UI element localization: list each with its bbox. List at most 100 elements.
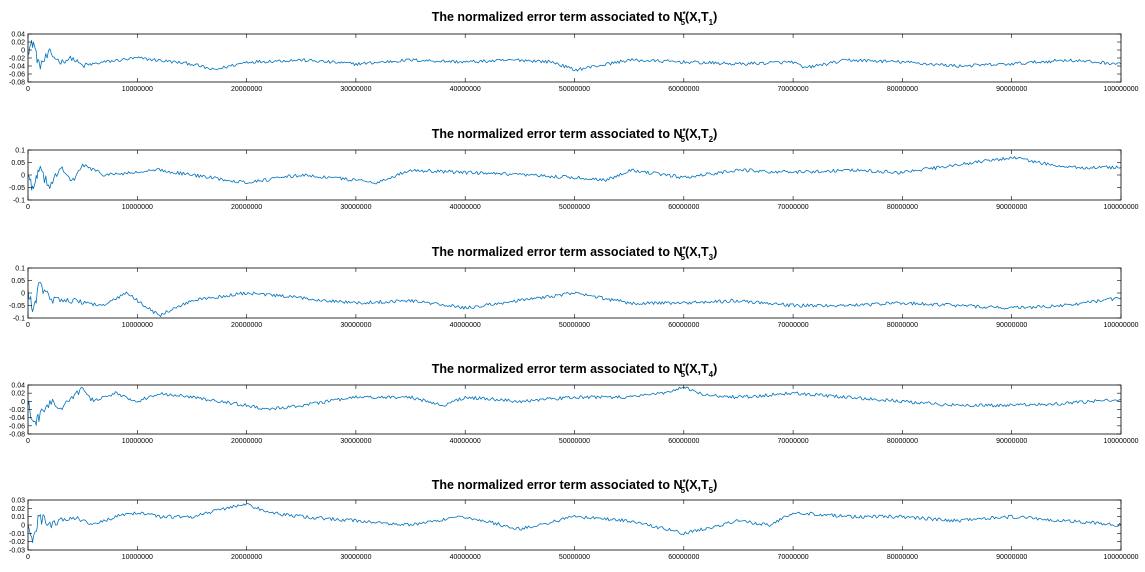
x-tick-label: 90000000 (996, 322, 1027, 329)
y-tick-label: 0 (21, 173, 25, 180)
x-tick-label: 80000000 (887, 86, 918, 93)
x-tick-label: 20000000 (231, 204, 262, 211)
y-tick-label: 0 (21, 48, 25, 55)
subplot-3: The normalized error term associated to … (9, 245, 1139, 329)
y-tick-label: -0.1 (13, 198, 25, 205)
x-tick-label: 60000000 (668, 86, 699, 93)
series-line (27, 156, 1122, 191)
x-tick-label: 0 (26, 438, 30, 445)
x-tick-label: 40000000 (450, 204, 481, 211)
y-tick-label: 0.02 (11, 391, 25, 398)
x-tick-label: 60000000 (668, 438, 699, 445)
series-line (27, 503, 1122, 544)
y-tick-label: -0.03 (9, 548, 25, 555)
x-tick-label: 10000000 (122, 204, 153, 211)
y-tick-label: 0.05 (11, 278, 25, 285)
x-tick-label: 50000000 (559, 204, 590, 211)
x-tick-label: 20000000 (231, 86, 262, 93)
x-tick-label: 70000000 (778, 204, 809, 211)
y-tick-label: 0.02 (11, 506, 25, 513)
x-tick-label: 30000000 (340, 438, 371, 445)
y-tick-label: -0.08 (9, 80, 25, 87)
x-tick-label: 90000000 (996, 86, 1027, 93)
x-tick-label: 100000000 (1103, 438, 1138, 445)
y-tick-label: 0.02 (11, 40, 25, 47)
x-tick-label: 80000000 (887, 438, 918, 445)
x-tick-label: 70000000 (778, 86, 809, 93)
x-tick-label: 0 (26, 204, 30, 211)
x-tick-label: 100000000 (1103, 204, 1138, 211)
x-tick-label: 40000000 (450, 554, 481, 561)
y-tick-label: -0.08 (9, 432, 25, 439)
subplot-title: The normalized error term associated to … (432, 362, 718, 379)
x-tick-label: 10000000 (122, 554, 153, 561)
y-tick-label: -0.04 (9, 64, 25, 71)
y-tick-label: 0 (21, 399, 25, 406)
x-tick-label: 90000000 (996, 554, 1027, 561)
subplot-1: The normalized error term associated to … (9, 10, 1139, 93)
y-tick-label: 0 (21, 523, 25, 530)
x-tick-label: 10000000 (122, 86, 153, 93)
subplot-4: The normalized error term associated to … (9, 362, 1139, 445)
subplot-title: The normalized error term associated to … (432, 245, 718, 262)
x-tick-label: 100000000 (1103, 322, 1138, 329)
x-tick-label: 90000000 (996, 438, 1027, 445)
x-tick-label: 0 (26, 322, 30, 329)
x-tick-label: 20000000 (231, 322, 262, 329)
y-tick-label: 0.04 (11, 32, 25, 39)
y-tick-label: 0.1 (15, 266, 25, 273)
x-tick-label: 60000000 (668, 322, 699, 329)
x-tick-label: 90000000 (996, 204, 1027, 211)
subplot-5: The normalized error term associated to … (9, 478, 1139, 561)
x-tick-label: 10000000 (122, 438, 153, 445)
x-tick-label: 100000000 (1103, 86, 1138, 93)
y-tick-label: 0.05 (11, 160, 25, 167)
x-tick-label: 30000000 (340, 204, 371, 211)
x-tick-label: 30000000 (340, 554, 371, 561)
y-tick-label: 0.03 (11, 498, 25, 505)
y-tick-label: 0.04 (11, 383, 25, 390)
x-tick-label: 70000000 (778, 322, 809, 329)
subplot-title: The normalized error term associated to … (432, 127, 718, 144)
x-tick-label: 50000000 (559, 322, 590, 329)
x-tick-label: 70000000 (778, 554, 809, 561)
x-tick-label: 80000000 (887, 322, 918, 329)
x-tick-label: 50000000 (559, 554, 590, 561)
x-tick-label: 0 (26, 554, 30, 561)
y-tick-label: -0.02 (9, 407, 25, 414)
subplot-title: The normalized error term associated to … (432, 478, 718, 495)
y-tick-label: -0.05 (9, 185, 25, 192)
subplot-title: The normalized error term associated to … (432, 10, 718, 27)
x-tick-label: 100000000 (1103, 554, 1138, 561)
series-line (27, 281, 1122, 317)
series-line (27, 386, 1122, 426)
x-tick-label: 0 (26, 86, 30, 93)
y-tick-label: 0.1 (15, 148, 25, 155)
x-tick-label: 50000000 (559, 86, 590, 93)
x-tick-label: 70000000 (778, 438, 809, 445)
y-tick-label: -0.04 (9, 415, 25, 422)
x-tick-label: 20000000 (231, 438, 262, 445)
y-tick-label: -0.02 (9, 539, 25, 546)
y-tick-label: -0.01 (9, 531, 25, 538)
subplot-2: The normalized error term associated to … (9, 127, 1139, 211)
x-tick-label: 60000000 (668, 204, 699, 211)
x-tick-label: 20000000 (231, 554, 262, 561)
y-tick-label: -0.02 (9, 56, 25, 63)
series-line (27, 39, 1122, 72)
y-tick-label: 0.01 (11, 514, 25, 521)
x-tick-label: 30000000 (340, 86, 371, 93)
y-tick-label: -0.1 (13, 316, 25, 323)
y-tick-label: -0.06 (9, 72, 25, 79)
x-tick-label: 50000000 (559, 438, 590, 445)
y-tick-label: -0.06 (9, 423, 25, 430)
x-tick-label: 40000000 (450, 438, 481, 445)
x-tick-label: 10000000 (122, 322, 153, 329)
x-tick-label: 80000000 (887, 554, 918, 561)
y-tick-label: -0.05 (9, 303, 25, 310)
x-tick-label: 80000000 (887, 204, 918, 211)
x-tick-label: 40000000 (450, 86, 481, 93)
x-tick-label: 30000000 (340, 322, 371, 329)
